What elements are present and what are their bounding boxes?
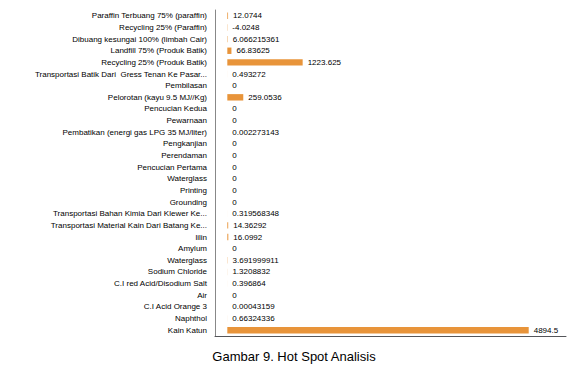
svg-text:0: 0: [232, 174, 237, 183]
svg-text:0: 0: [232, 163, 237, 172]
svg-text:C.I Acid Orange 3: C.I Acid Orange 3: [144, 302, 208, 311]
svg-text:Naphthol: Naphthol: [175, 314, 207, 323]
svg-text:1.3208832: 1.3208832: [232, 267, 270, 276]
svg-text:0: 0: [232, 151, 237, 160]
svg-text:259.0536: 259.0536: [248, 93, 282, 102]
svg-text:Recycling 25% (Paraffin): Recycling 25% (Paraffin): [119, 23, 207, 32]
svg-text:0: 0: [232, 186, 237, 195]
svg-text:0: 0: [232, 104, 237, 113]
svg-text:Transportasi Batik Dari Gress: Transportasi Batik Dari Gress Tenan Ke P…: [35, 70, 207, 79]
svg-text:0: 0: [232, 81, 237, 90]
svg-text:6.066215361: 6.066215361: [233, 35, 280, 44]
svg-text:Sodium Chloride: Sodium Chloride: [148, 267, 208, 276]
svg-text:0.319568348: 0.319568348: [232, 209, 279, 218]
svg-text:4894.5: 4894.5: [534, 326, 559, 335]
svg-text:Pewarnaan: Pewarnaan: [167, 116, 207, 125]
svg-text:Perendaman: Perendaman: [161, 151, 207, 160]
svg-text:66.83625: 66.83625: [236, 46, 270, 55]
svg-text:16.0992: 16.0992: [233, 233, 262, 242]
svg-text:-4.0248: -4.0248: [232, 23, 260, 32]
svg-text:lilin: lilin: [195, 233, 207, 242]
svg-text:Amylum: Amylum: [178, 244, 207, 253]
svg-text:Paraffin Terbuang 75% (paraffi: Paraffin Terbuang 75% (paraffin): [92, 11, 208, 20]
svg-text:Landfill 75% (Produk Batik): Landfill 75% (Produk Batik): [111, 46, 208, 55]
svg-text:Pencucian Pertama: Pencucian Pertama: [137, 163, 207, 172]
svg-text:Pembilasan: Pembilasan: [165, 81, 207, 90]
svg-text:12.0744: 12.0744: [233, 11, 262, 20]
svg-text:0.493272: 0.493272: [232, 70, 266, 79]
svg-text:C.I red Acid/Disodium Salt: C.I red Acid/Disodium Salt: [114, 279, 208, 288]
svg-text:Waterglass: Waterglass: [167, 256, 207, 265]
svg-text:0.66324336: 0.66324336: [232, 314, 275, 323]
svg-text:Pelorotan (kayu 9.5 MJ//Kg): Pelorotan (kayu 9.5 MJ//Kg): [108, 93, 207, 102]
svg-text:Transportasi Material Kain Dar: Transportasi Material Kain Dari Batang K…: [51, 221, 207, 230]
svg-text:Dibuang kesungai 100% (limbah: Dibuang kesungai 100% (limbah Cair): [72, 35, 207, 44]
svg-text:Pengkanjian: Pengkanjian: [163, 139, 207, 148]
svg-text:Gambar 9. Hot Spot Analisis: Gambar 9. Hot Spot Analisis: [212, 349, 376, 364]
svg-text:0: 0: [232, 244, 237, 253]
svg-text:0.396864: 0.396864: [232, 279, 266, 288]
svg-text:Transportasi Bahan Kimia Dari: Transportasi Bahan Kimia Dari Klewer Ke.…: [53, 209, 207, 218]
svg-text:0: 0: [232, 139, 237, 148]
svg-text:0: 0: [232, 291, 237, 300]
svg-text:0: 0: [232, 116, 237, 125]
svg-text:Pencucian Kedua: Pencucian Kedua: [144, 104, 207, 113]
svg-text:0.00043159: 0.00043159: [232, 302, 275, 311]
svg-text:14.36292: 14.36292: [233, 221, 267, 230]
svg-text:Pembatikan (energi gas LPG 35: Pembatikan (energi gas LPG 35 MJ/liter): [62, 128, 207, 137]
svg-text:Printing: Printing: [180, 186, 207, 195]
svg-text:Waterglass: Waterglass: [167, 174, 207, 183]
svg-text:0.002273143: 0.002273143: [232, 128, 279, 137]
svg-text:3.691999911: 3.691999911: [233, 256, 280, 265]
svg-text:Recycling 25% (Produk Batik): Recycling 25% (Produk Batik): [101, 58, 207, 67]
svg-text:Kain Katun: Kain Katun: [168, 326, 207, 335]
svg-text:1223.625: 1223.625: [308, 58, 342, 67]
svg-text:Grounding: Grounding: [170, 198, 207, 207]
svg-text:Air: Air: [197, 291, 207, 300]
svg-text:0: 0: [232, 198, 237, 207]
